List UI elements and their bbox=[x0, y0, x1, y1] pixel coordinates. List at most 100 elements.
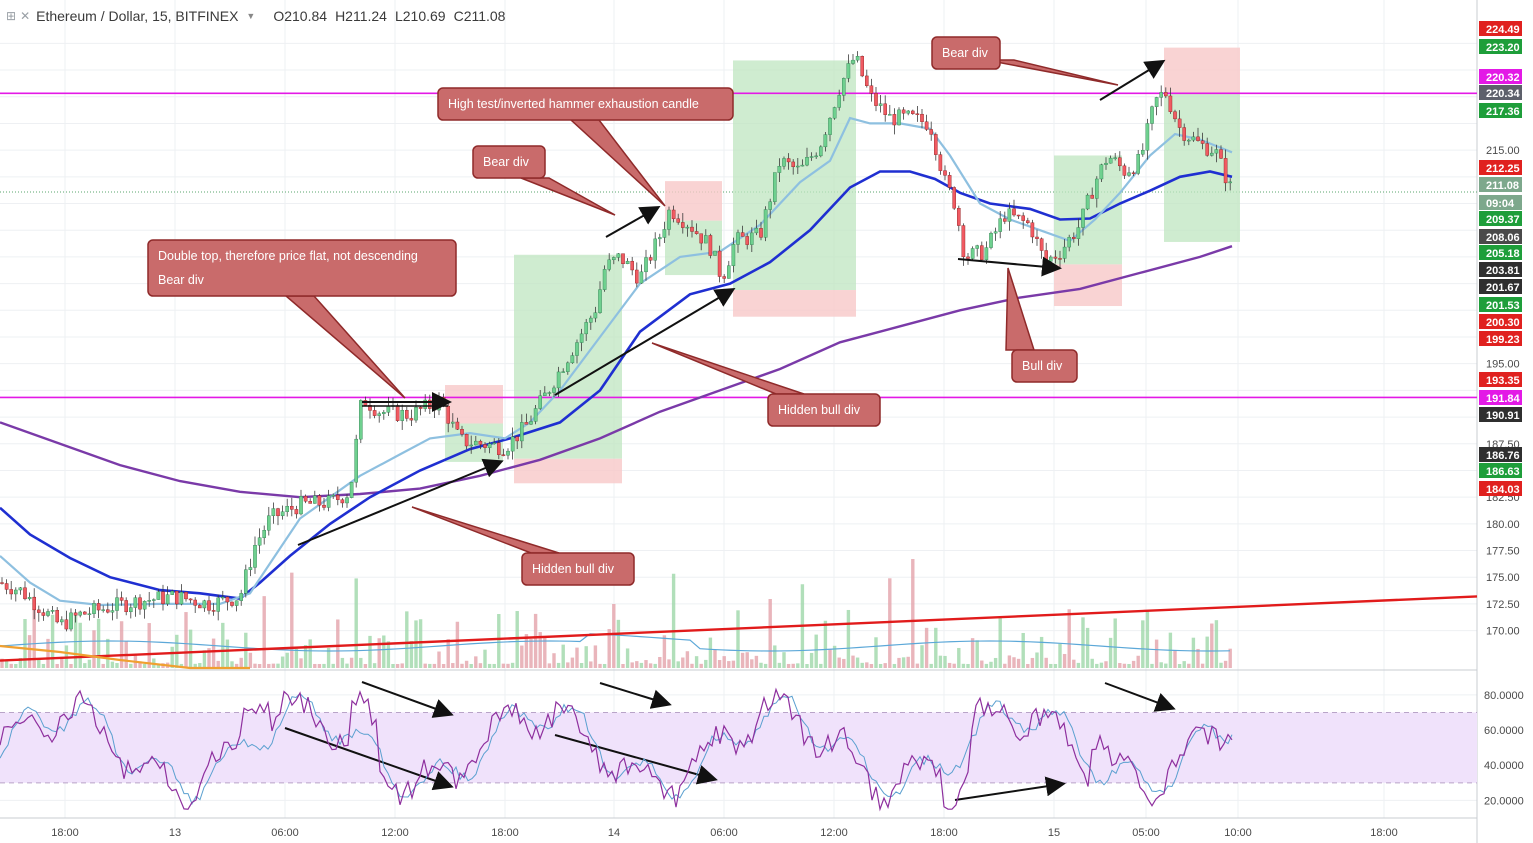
candle-body bbox=[699, 233, 703, 244]
candle-body bbox=[248, 567, 253, 570]
price-badge-label: 199.23 bbox=[1486, 334, 1520, 346]
volume-bar bbox=[630, 662, 634, 668]
candle-body bbox=[193, 599, 198, 606]
candle-body bbox=[823, 134, 828, 148]
volume-bar bbox=[681, 657, 685, 668]
volume-bar bbox=[658, 656, 662, 668]
volume-bar bbox=[708, 637, 713, 668]
candle-body bbox=[234, 600, 239, 606]
candle-body bbox=[1039, 238, 1044, 251]
candle-body bbox=[257, 537, 262, 546]
price-badge-label: 220.34 bbox=[1486, 88, 1521, 100]
candle-body bbox=[170, 590, 175, 595]
candle-body bbox=[336, 494, 340, 500]
price-badge-label: 209.37 bbox=[1486, 214, 1520, 226]
volume-bar bbox=[1085, 627, 1090, 668]
volume-bar bbox=[566, 662, 570, 668]
volume-bar bbox=[690, 663, 694, 668]
volume-bar bbox=[515, 611, 519, 668]
candle-body bbox=[552, 387, 556, 393]
callout-box bbox=[521, 552, 635, 586]
volume-bar bbox=[225, 639, 230, 668]
candle-body bbox=[377, 413, 382, 416]
volume-bar bbox=[184, 612, 188, 668]
volume-bar bbox=[474, 656, 478, 668]
stop-zone bbox=[445, 385, 503, 424]
volume-bar bbox=[998, 617, 1002, 668]
candle-body bbox=[41, 612, 46, 616]
candle-body bbox=[4, 583, 9, 590]
price-badge bbox=[1479, 331, 1522, 346]
candle-body bbox=[547, 392, 552, 394]
volume-bar bbox=[980, 660, 984, 668]
candle-body bbox=[115, 597, 119, 611]
volume-bar bbox=[851, 655, 855, 668]
time-tick-label: 18:00 bbox=[930, 827, 958, 839]
candle-body bbox=[142, 600, 147, 610]
price-badge-label: 217.36 bbox=[1486, 106, 1520, 118]
volume-bar bbox=[142, 663, 147, 668]
candle-body bbox=[860, 55, 864, 77]
price-tick-label: 177.50 bbox=[1486, 546, 1520, 558]
volume-bar bbox=[50, 614, 55, 668]
candle-body bbox=[957, 208, 961, 226]
volume-bar bbox=[993, 657, 998, 668]
price-badge bbox=[1479, 297, 1522, 312]
volume-bar bbox=[970, 638, 975, 668]
candle-body bbox=[432, 408, 437, 411]
volume-bar bbox=[911, 559, 915, 668]
volume-bar bbox=[570, 657, 575, 668]
candle-body bbox=[1136, 154, 1140, 174]
candle-body bbox=[1223, 158, 1228, 184]
candle-body bbox=[151, 599, 156, 601]
time-tick-label: 15 bbox=[1048, 827, 1060, 839]
candle-body bbox=[359, 400, 363, 440]
volume-bar bbox=[497, 614, 501, 668]
volume-bar bbox=[460, 663, 464, 668]
candle-body bbox=[1163, 92, 1168, 97]
price-badge bbox=[1479, 279, 1522, 294]
stop-zone bbox=[733, 290, 856, 317]
volume-bar bbox=[469, 663, 473, 668]
divergence-arrow bbox=[599, 682, 672, 709]
candle-body bbox=[911, 110, 915, 114]
candle-body bbox=[188, 598, 193, 601]
volume-bar bbox=[865, 662, 869, 668]
volume-bar bbox=[1141, 620, 1145, 668]
candle-body bbox=[929, 129, 933, 135]
candle-body bbox=[566, 362, 570, 372]
candle-body bbox=[451, 421, 455, 424]
price-badge-label: 09:04 bbox=[1486, 198, 1515, 210]
window-controls[interactable]: ⊞ ✕ bbox=[6, 9, 30, 23]
candle-body bbox=[966, 256, 970, 259]
candle-body bbox=[1200, 140, 1205, 144]
candle-body bbox=[777, 166, 782, 173]
add-icon[interactable]: ⊞ bbox=[6, 9, 17, 23]
horizontal-levels bbox=[0, 92, 1477, 399]
callout-pointer bbox=[283, 295, 406, 399]
candle-body bbox=[1067, 236, 1071, 248]
candle-body bbox=[340, 499, 345, 504]
price-badge-label: 200.30 bbox=[1486, 317, 1520, 329]
volume-bar bbox=[41, 663, 46, 668]
candle-body bbox=[717, 250, 722, 277]
chevron-down-icon[interactable]: ▼ bbox=[246, 11, 256, 21]
callout-box bbox=[472, 145, 546, 179]
candle-body bbox=[501, 454, 506, 456]
volume-bar bbox=[1053, 663, 1058, 668]
symbol-title[interactable]: Ethereum / Dollar, 15, BITFINEX bbox=[36, 8, 239, 24]
callout-pointer bbox=[520, 177, 616, 216]
candle-body bbox=[1228, 181, 1232, 184]
volume-bar bbox=[1099, 662, 1104, 668]
volume-bar bbox=[354, 578, 358, 668]
candle-body bbox=[533, 408, 538, 422]
candle-body bbox=[0, 582, 4, 584]
volume-bar bbox=[823, 620, 828, 668]
volume-bar bbox=[414, 620, 418, 668]
volume-bar bbox=[1044, 657, 1048, 668]
candle-body bbox=[644, 257, 648, 273]
candle-body bbox=[1007, 208, 1012, 222]
dismiss-icon[interactable]: ✕ bbox=[20, 9, 31, 23]
volume-bar bbox=[1145, 611, 1150, 668]
